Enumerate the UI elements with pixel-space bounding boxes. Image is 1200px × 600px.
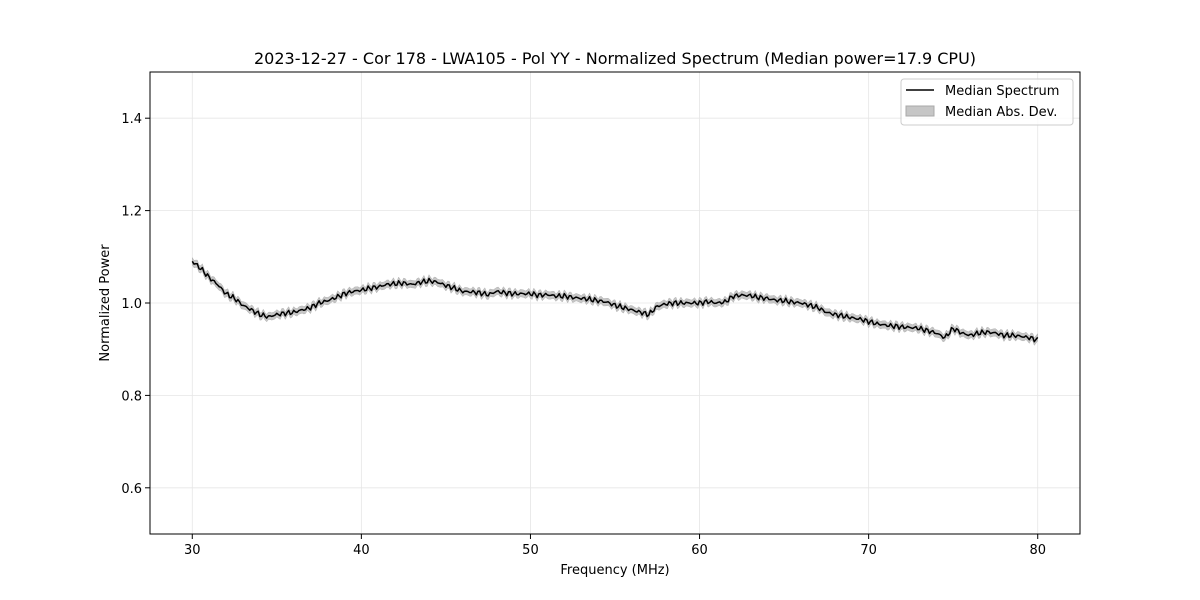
- legend-label-median-spectrum: Median Spectrum: [945, 84, 1059, 99]
- y-tick-label: 1.2: [121, 205, 142, 220]
- legend-band-swatch: [905, 105, 935, 117]
- median-line-layer: [191, 260, 1039, 343]
- x-tick-label: 50: [522, 543, 539, 558]
- legend: Median Spectrum Median Abs. Dev.: [900, 78, 1074, 126]
- y-tick-label: 0.6: [121, 482, 142, 497]
- legend-label-median-abs-dev: Median Abs. Dev.: [945, 105, 1057, 120]
- median-spectrum-line: [191, 260, 1039, 343]
- x-axis-ticks: 30 40 50 60 70 80: [184, 534, 1046, 558]
- legend-frame: [900, 78, 1074, 126]
- y-tick-label: 1.4: [121, 112, 142, 127]
- x-tick-label: 30: [184, 543, 201, 558]
- x-axis-label: Frequency (MHz): [560, 563, 669, 578]
- y-tick-label: 0.8: [121, 389, 142, 404]
- mad-band-area: [192, 256, 1038, 346]
- x-tick-label: 80: [1029, 543, 1046, 558]
- x-tick-label: 70: [860, 543, 877, 558]
- mad-band-layer: [192, 256, 1038, 346]
- x-tick-label: 60: [691, 543, 708, 558]
- chart-title: 2023-12-27 - Cor 178 - LWA105 - Pol YY -…: [254, 49, 976, 68]
- x-tick-label: 40: [353, 543, 370, 558]
- y-axis-ticks: 0.6 0.8 1.0 1.2 1.4: [121, 112, 150, 497]
- y-tick-label: 1.0: [121, 297, 142, 312]
- y-axis-label: Normalized Power: [98, 244, 113, 362]
